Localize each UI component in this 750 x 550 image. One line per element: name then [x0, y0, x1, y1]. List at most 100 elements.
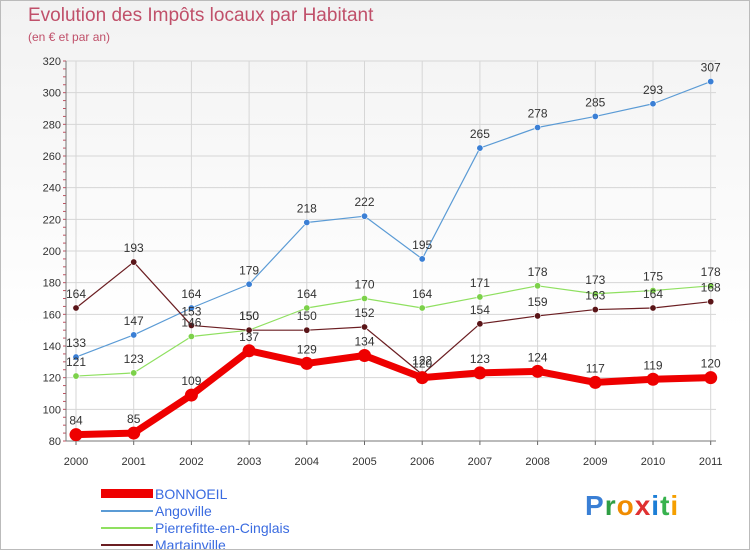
data-point-martainville: [707, 298, 715, 306]
x-tick-label: 2008: [525, 456, 549, 468]
data-label-bonnoeil: 120: [701, 357, 721, 371]
proxiti-logo: Proxiti: [585, 490, 679, 522]
data-label-pierrefitte-en-cinglais: 150: [239, 309, 259, 323]
data-label-bonnoeil: 134: [354, 335, 374, 349]
x-tick-label: 2001: [121, 456, 145, 468]
logo-letter: x: [634, 490, 652, 521]
data-point-angoville: [360, 212, 368, 220]
data-label-martainville: 154: [470, 303, 490, 317]
data-label-martainville: 122: [412, 354, 432, 368]
data-label-martainville: 153: [181, 304, 201, 318]
logo-letter: r: [604, 490, 617, 521]
y-tick-label: 80: [49, 436, 61, 448]
data-point-angoville: [707, 78, 715, 86]
data-point-bonnoeil: [358, 349, 371, 362]
data-point-bonnoeil: [127, 426, 141, 440]
data-point-bonnoeil: [473, 366, 487, 380]
data-point-angoville: [534, 124, 542, 132]
data-point-bonnoeil: [646, 372, 660, 386]
data-label-angoville: 222: [354, 195, 374, 209]
legend-swatch-angoville: [101, 509, 153, 512]
logo-letter: o: [616, 490, 635, 521]
x-tick-label: 2002: [179, 456, 203, 468]
data-label-angoville: 285: [585, 95, 605, 109]
data-point-bonnoeil: [704, 371, 718, 385]
x-tick-label: 2003: [237, 456, 261, 468]
data-label-pierrefitte-en-cinglais: 170: [354, 278, 374, 292]
data-point-angoville: [245, 280, 253, 288]
data-label-martainville: 164: [66, 287, 86, 301]
data-point-pierrefitte-en-cinglais: [534, 282, 542, 290]
y-tick-label: 180: [43, 278, 61, 290]
y-tick-label: 200: [43, 246, 61, 258]
data-label-bonnoeil: 117: [586, 361, 605, 375]
data-label-bonnoeil: 137: [239, 330, 259, 344]
y-tick-label: 120: [43, 373, 61, 385]
data-point-pierrefitte-en-cinglais: [187, 332, 195, 340]
data-label-angoville: 179: [239, 263, 259, 277]
x-tick-label: 2005: [352, 456, 376, 468]
data-point-bonnoeil: [415, 371, 429, 385]
y-tick-label: 260: [43, 151, 61, 163]
data-label-bonnoeil: 124: [528, 350, 548, 364]
data-point-angoville: [476, 144, 484, 152]
data-label-pierrefitte-en-cinglais: 178: [701, 265, 721, 279]
data-point-pierrefitte-en-cinglais: [591, 290, 599, 298]
data-label-martainville: 150: [239, 309, 259, 323]
data-point-angoville: [418, 255, 426, 263]
data-label-martainville: 168: [701, 281, 721, 295]
data-label-angoville: 265: [470, 127, 490, 141]
legend-swatch-pierrefitte: [101, 526, 153, 529]
series-line-pierrefitte-en-cinglais: [75, 285, 711, 377]
series-line-martainville: [75, 261, 711, 376]
data-point-martainville: [591, 306, 599, 314]
data-point-angoville: [649, 100, 657, 108]
data-point-angoville: [72, 353, 80, 361]
legend-item-bonnoeil: BONNOEIL: [101, 485, 290, 502]
data-label-pierrefitte-en-cinglais: 123: [124, 352, 144, 366]
data-label-pierrefitte-en-cinglais: 164: [297, 287, 317, 301]
data-point-bonnoeil: [588, 375, 602, 389]
legend-item-pierrefitte: Pierrefitte-en-Cinglais: [101, 519, 290, 536]
data-label-bonnoeil: 129: [297, 342, 317, 356]
data-label-angoville: 133: [66, 336, 86, 350]
legend-label-pierrefitte: Pierrefitte-en-Cinglais: [155, 519, 290, 536]
y-tick-label: 160: [43, 309, 61, 321]
data-point-pierrefitte-en-cinglais: [649, 287, 657, 295]
chart-title: Evolution des Impôts locaux par Habitant: [28, 5, 374, 26]
data-point-pierrefitte-en-cinglais: [303, 304, 311, 312]
legend: BONNOEIL Angoville Pierrefitte-en-Cingla…: [101, 485, 290, 549]
data-point-bonnoeil: [531, 364, 545, 378]
data-point-martainville: [360, 323, 368, 331]
y-tick-label: 300: [43, 88, 61, 100]
data-label-martainville: 150: [297, 309, 317, 323]
data-label-bonnoeil: 120: [412, 357, 432, 371]
data-point-angoville: [303, 219, 311, 227]
legend-label-bonnoeil: BONNOEIL: [155, 485, 228, 502]
data-label-angoville: 307: [701, 61, 721, 75]
y-tick-label: 320: [43, 56, 61, 68]
data-label-pierrefitte-en-cinglais: 121: [66, 355, 86, 369]
data-point-pierrefitte-en-cinglais: [72, 372, 80, 380]
logo-letter: i: [670, 490, 680, 521]
data-label-angoville: 147: [124, 314, 144, 328]
data-label-angoville: 218: [297, 202, 317, 216]
data-point-martainville: [72, 304, 80, 312]
data-point-bonnoeil: [184, 388, 198, 402]
data-point-angoville: [591, 112, 599, 120]
data-label-martainville: 193: [124, 241, 144, 255]
data-label-pierrefitte-en-cinglais: 173: [585, 273, 605, 287]
data-point-angoville: [187, 304, 195, 312]
data-point-pierrefitte-en-cinglais: [707, 282, 715, 290]
x-tick-label: 2000: [64, 456, 88, 468]
data-label-angoville: 164: [181, 287, 201, 301]
y-tick-label: 220: [43, 214, 61, 226]
data-point-pierrefitte-en-cinglais: [476, 293, 484, 301]
data-label-bonnoeil: 109: [181, 374, 201, 388]
y-tick-label: 140: [43, 341, 61, 353]
data-point-bonnoeil: [69, 428, 83, 442]
x-tick-label: 2011: [699, 456, 723, 468]
data-point-martainville: [534, 312, 542, 320]
